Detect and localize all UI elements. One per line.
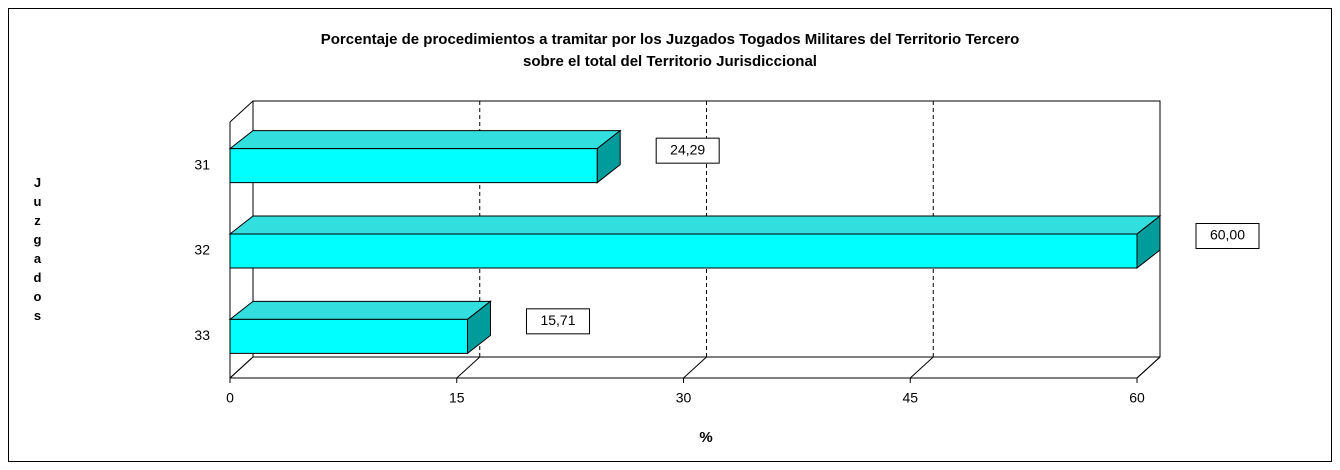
x-tick-label: 60 <box>1129 390 1145 406</box>
value-label: 15,71 <box>540 312 575 328</box>
bar-top <box>228 215 1162 235</box>
y-tick-label: 32 <box>194 242 210 258</box>
x-tick-label: 0 <box>226 390 234 406</box>
x-tick-label: 30 <box>676 390 692 406</box>
x-tick-label: 15 <box>449 390 465 406</box>
floor-line <box>909 356 934 379</box>
y-axis-title: Juzgados <box>30 175 45 327</box>
y-tick-label: 31 <box>194 156 210 172</box>
value-label-box <box>655 137 720 164</box>
floor-line <box>456 356 481 379</box>
chart-title: sobre el total del Territorio Jurisdicci… <box>523 53 817 70</box>
bar-front <box>229 233 1138 269</box>
value-label: 60,00 <box>1210 227 1245 243</box>
floor-line <box>229 356 254 379</box>
x-axis-title: % <box>699 429 712 446</box>
bar-top <box>228 130 622 150</box>
x-tick-label: 45 <box>902 390 918 406</box>
bar <box>228 300 492 355</box>
value-label: 24,29 <box>670 141 705 157</box>
chart-title: Porcentaje de procedimientos a tramitar … <box>321 31 1020 48</box>
value-label-box <box>525 308 590 335</box>
bar-front <box>229 318 468 354</box>
bar-front <box>229 148 598 184</box>
floor-line <box>683 356 707 379</box>
floor-line <box>1136 356 1161 379</box>
value-label-box <box>1195 223 1260 249</box>
bar <box>228 129 622 184</box>
bar-top <box>228 300 492 320</box>
y-tick-label: 33 <box>194 327 210 343</box>
bar <box>228 214 1162 270</box>
